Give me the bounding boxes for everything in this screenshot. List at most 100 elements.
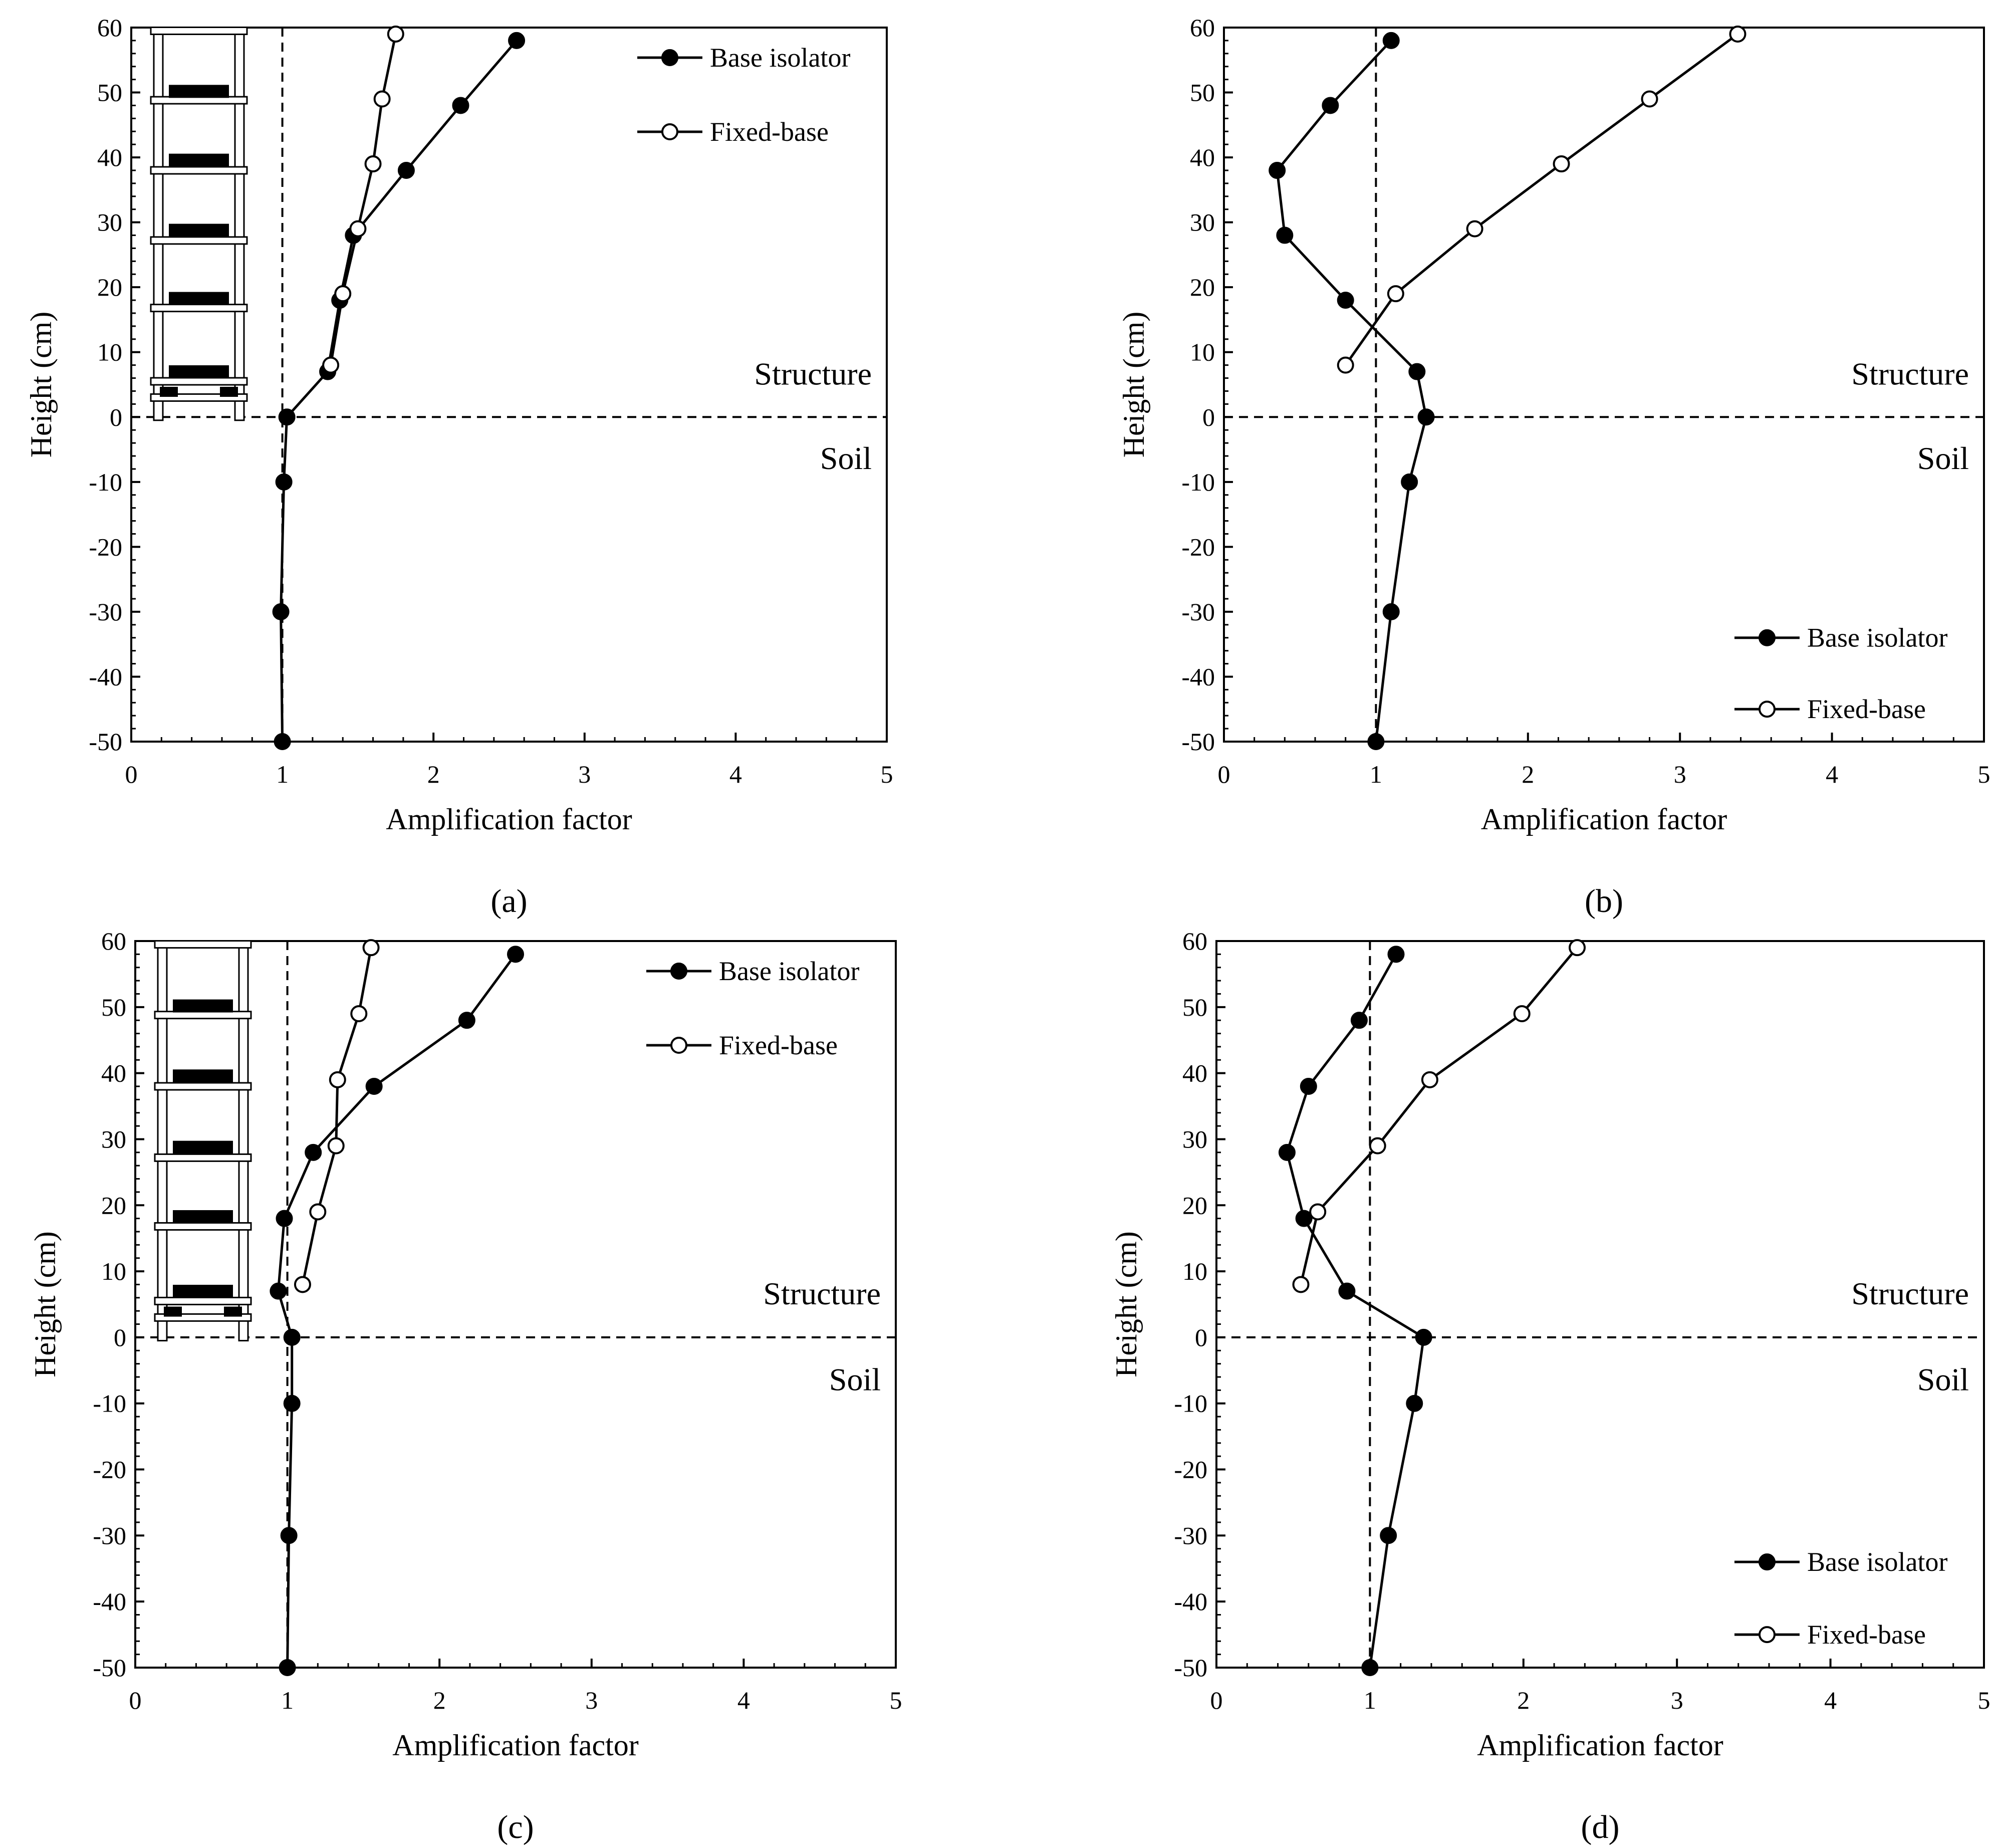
sketch-slab — [154, 940, 252, 949]
y-tick-label: 20 — [1190, 273, 1215, 301]
base-isolator-series-line — [1276, 40, 1428, 742]
legend-fixed-base-marker — [670, 1037, 687, 1054]
sketch-mass — [169, 292, 229, 305]
fixed-base-data-point — [1569, 939, 1586, 957]
y-tick-label: 60 — [97, 14, 122, 42]
x-axis-title: Amplification factor — [1477, 1729, 1723, 1762]
sketch-isolator — [160, 386, 178, 397]
y-tick-label: 50 — [101, 993, 126, 1021]
sketch-slab — [150, 236, 248, 245]
base-isolator-data-point — [458, 1012, 475, 1029]
y-tick-label: -20 — [93, 1456, 126, 1484]
fixed-base-data-point — [362, 939, 380, 957]
fixed-base-data-point — [1309, 1203, 1327, 1221]
sketch-mass — [169, 365, 229, 378]
sketch-column — [157, 941, 168, 1341]
fixed-base-data-point — [349, 220, 367, 238]
x-tick-label: 0 — [129, 1686, 142, 1714]
sketch-slab — [150, 26, 248, 35]
x-tick-label: 0 — [1210, 1686, 1223, 1714]
legend-base-isolator-label: Base isolator — [1807, 623, 1947, 653]
y-tick-label: 30 — [101, 1125, 126, 1153]
y-tick-label: 60 — [101, 927, 126, 955]
y-tick-label: 50 — [1190, 79, 1215, 107]
legend-base-isolator-label: Base isolator — [719, 956, 859, 986]
base-isolator-data-point — [1415, 1328, 1432, 1346]
soil-region-label: Soil — [1917, 440, 1969, 476]
fixed-base-data-point — [309, 1203, 327, 1221]
y-tick-label: -30 — [93, 1521, 126, 1549]
panel-caption: (b) — [1585, 883, 1623, 919]
y-tick-label: 30 — [1182, 1125, 1207, 1153]
structure-region-label: Structure — [763, 1276, 881, 1311]
y-tick-label: 30 — [1190, 208, 1215, 237]
fixed-base-data-point — [387, 25, 404, 43]
y-tick-label: 0 — [110, 403, 122, 431]
fixed-base-data-point — [1337, 356, 1354, 374]
base-isolator-data-point — [1382, 32, 1400, 49]
sketch-slab — [154, 1296, 252, 1305]
x-tick-label: 4 — [1824, 1686, 1837, 1714]
y-axis-title: Height (cm) — [29, 1231, 62, 1377]
base-isolator-data-point — [272, 603, 290, 620]
y-axis-title: Height (cm) — [25, 312, 58, 458]
base-isolator-data-point — [1406, 1395, 1423, 1412]
sketch-mass — [173, 1210, 233, 1224]
x-tick-label: 3 — [585, 1686, 598, 1714]
panel-caption: (c) — [497, 1809, 534, 1845]
y-tick-label: -40 — [1181, 662, 1215, 690]
legend-base-isolator-marker — [1759, 1553, 1776, 1571]
y-tick-label: -30 — [89, 598, 122, 626]
y-tick-label: 50 — [1182, 993, 1207, 1021]
structure-region-label: Structure — [1851, 1276, 1969, 1311]
building-sketch — [150, 26, 248, 421]
fixed-base-data-point — [1421, 1071, 1438, 1088]
fixed-base-data-point — [1387, 285, 1404, 303]
fixed-base-data-point — [294, 1276, 311, 1293]
x-tick-label: 0 — [1218, 760, 1230, 788]
y-tick-label: 20 — [97, 273, 122, 301]
y-tick-label: -20 — [1181, 533, 1215, 561]
sketch-column — [234, 28, 245, 421]
y-tick-label: -30 — [1181, 598, 1215, 626]
chart-panel-b: 0 1 2 3 4 5 60 50 40 30 20 10 0 -10 -20 -30 -40 -50 Amplif… — [1117, 14, 1990, 919]
base-isolator-data-point — [1387, 946, 1405, 963]
base-isolator-data-point — [1367, 733, 1385, 750]
sketch-slab — [150, 304, 248, 313]
panel-caption: (d) — [1581, 1809, 1620, 1845]
y-tick-label: -20 — [89, 533, 122, 561]
fixed-base-data-point — [1292, 1276, 1310, 1293]
x-axis-title: Amplification factor — [392, 1729, 639, 1762]
fixed-base-data-point — [1553, 155, 1570, 173]
x-tick-label: 1 — [276, 760, 289, 788]
sketch-mass — [173, 1140, 233, 1154]
x-tick-label: 1 — [1364, 1686, 1376, 1714]
base-isolator-data-point — [1269, 162, 1286, 179]
fixed-base-data-point — [1369, 1137, 1386, 1154]
fixed-base-data-point — [350, 1005, 368, 1022]
y-tick-label: 10 — [1190, 338, 1215, 366]
sketch-isolator — [224, 1306, 242, 1317]
legend-base-isolator-marker — [661, 49, 678, 66]
sketch-column — [238, 941, 249, 1341]
y-tick-label: 0 — [1202, 403, 1215, 431]
y-tick-label: -40 — [89, 662, 122, 690]
x-axis-title: Amplification factor — [1481, 803, 1727, 836]
base-isolator-data-point — [275, 473, 293, 491]
sketch-isolator — [220, 386, 238, 397]
y-tick-label: -40 — [1174, 1587, 1207, 1615]
x-tick-label: 5 — [1978, 1686, 1990, 1714]
fixed-base-data-point — [322, 356, 340, 374]
x-tick-label: 3 — [1674, 760, 1686, 788]
legend-fixed-base-label: Fixed-base — [1807, 694, 1926, 724]
sketch-slab — [154, 1153, 252, 1162]
sketch-mass — [169, 153, 229, 167]
base-isolator-data-point — [1322, 97, 1339, 114]
sketch-mass — [173, 999, 233, 1013]
chart-panel-d: 0 1 2 3 4 5 60 50 40 30 20 10 0 -10 -20 -30 -40 -50 Amplif… — [1110, 927, 1990, 1845]
x-tick-label: 4 — [729, 760, 742, 788]
y-tick-label: 50 — [97, 79, 122, 107]
base-isolator-data-point — [1380, 1527, 1397, 1544]
x-tick-label: 1 — [1370, 760, 1382, 788]
